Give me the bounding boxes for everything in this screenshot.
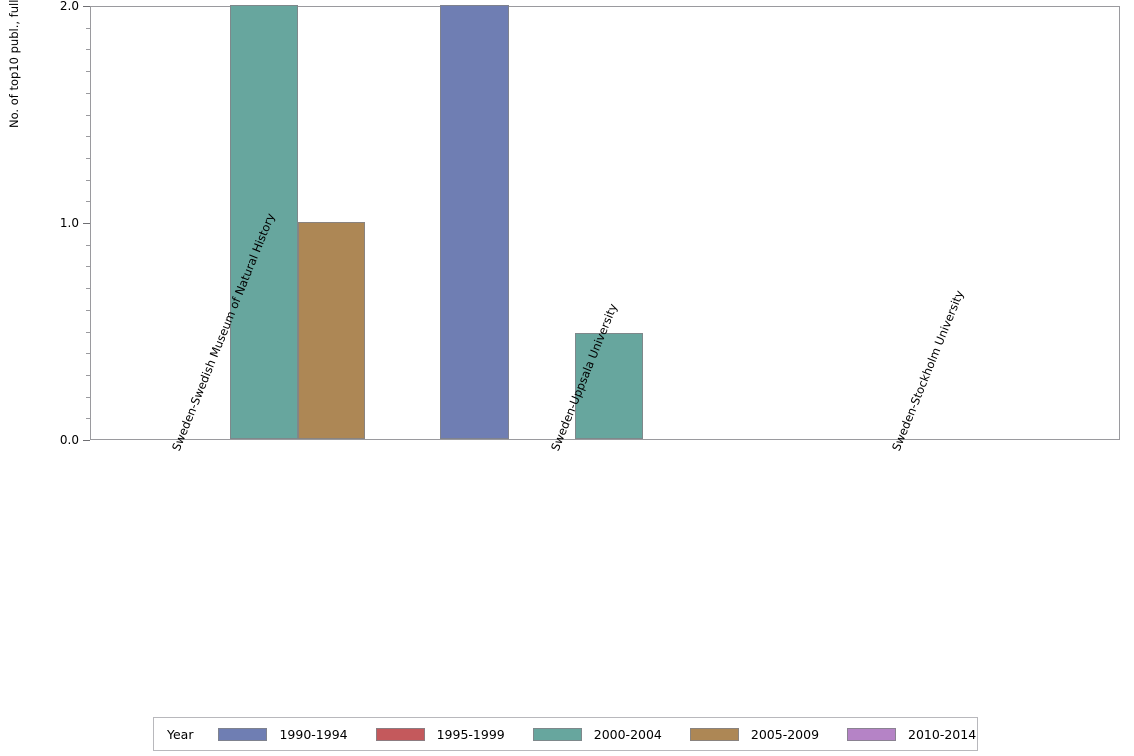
y-tick-minor <box>86 266 90 268</box>
y-tick-minor <box>86 27 90 29</box>
legend-entry-1995-1999[interactable]: 1995-1999 <box>375 726 505 742</box>
legend-entry-2010-2014[interactable]: 2010-2014 <box>847 727 976 742</box>
y-tick-minor <box>86 49 90 51</box>
y-tick-minor <box>86 244 90 246</box>
y-tick-minor <box>86 331 90 333</box>
legend-swatch-icon <box>689 727 739 741</box>
bar-museum-2000-2004[interactable] <box>230 5 298 439</box>
legend-entry-1990-1994[interactable]: 1990-1994 <box>218 726 348 742</box>
legend-swatch-icon <box>847 727 897 741</box>
legend-entry-2005-2009[interactable]: 2005-2009 <box>689 726 820 742</box>
y-tick-minor <box>86 157 90 159</box>
legend-swatch-icon <box>218 727 268 741</box>
bar-uppsala-1990-1994[interactable] <box>440 5 509 439</box>
legend-label: 2000-2004 <box>593 726 662 742</box>
legend-swatch-icon <box>532 727 582 741</box>
bar-uppsala-2000-2004[interactable] <box>575 332 643 439</box>
y-tick-minor <box>86 179 90 181</box>
y-tick-minor <box>86 92 90 94</box>
y-tick-minor <box>86 374 90 376</box>
legend-entries: 1990-1994 1995-1999 2000-2004 2005-2009 2010… <box>218 727 1004 742</box>
legend-label: 2010-2014 <box>908 726 977 742</box>
y-tick-minor <box>86 201 90 203</box>
y-tick-label: 0.0 <box>59 433 79 447</box>
y-tick-minor <box>86 114 90 116</box>
y-axis: No. of top10 publ., full counts 2.0 1.0 0.… <box>0 0 90 446</box>
y-tick-major <box>83 440 90 441</box>
bar-museum-2005-2009[interactable] <box>298 222 365 439</box>
y-tick-minor <box>86 136 90 138</box>
y-axis-title: No. of top10 publ., full counts <box>7 0 21 128</box>
legend-entry-2000-2004[interactable]: 2000-2004 <box>532 726 662 742</box>
y-tick-major <box>83 6 90 7</box>
legend-swatch-icon <box>375 727 425 741</box>
legend[interactable]: Year 1990-1994 1995-1999 2000-2004 2005-200… <box>153 717 978 751</box>
legend-label: 2005-2009 <box>750 726 820 742</box>
y-tick-label: 2.0 <box>59 0 79 13</box>
legend-title: Year <box>167 726 194 742</box>
y-tick-minor <box>86 396 90 398</box>
y-tick-minor <box>86 71 90 73</box>
y-tick-label: 1.0 <box>59 216 79 230</box>
y-tick-minor <box>86 353 90 355</box>
y-tick-major <box>83 223 90 224</box>
legend-label: 1990-1994 <box>279 726 348 742</box>
y-tick-minor <box>86 309 90 311</box>
y-tick-minor <box>86 288 90 290</box>
y-tick-minor <box>86 418 90 420</box>
legend-label: 1995-1999 <box>436 726 505 742</box>
plot-area <box>90 5 1120 440</box>
x-axis-category-labels: Sweden-Swedish Museum of Natural History… <box>0 211 1134 710</box>
